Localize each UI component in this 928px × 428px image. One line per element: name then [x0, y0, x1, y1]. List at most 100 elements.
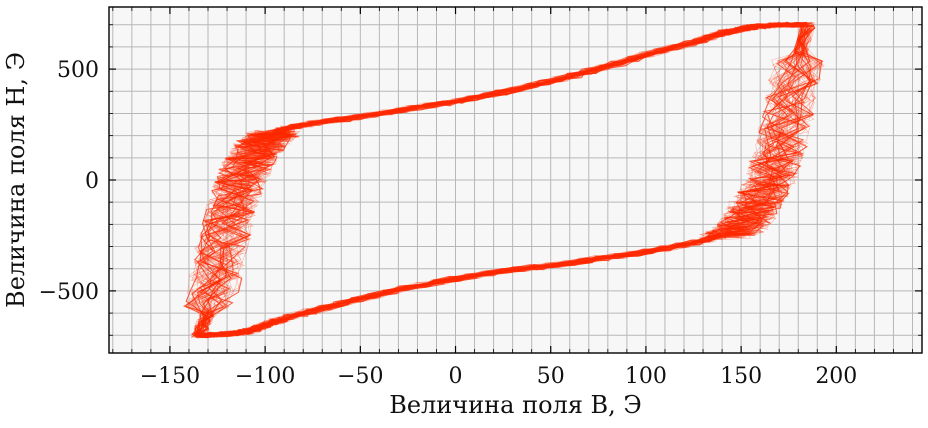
hysteresis-upper-trace [202, 27, 813, 337]
hysteresis-upper-trace [201, 28, 817, 338]
hysteresis-upper-trace [202, 29, 816, 338]
hysteresis-lower-trace [191, 23, 811, 335]
hysteresis-upper-trace [203, 27, 815, 338]
hysteresis-upper-trace [194, 26, 808, 338]
hysteresis-upper-trace [195, 25, 809, 338]
hysteresis-lower-trace [191, 22, 806, 335]
hysteresis-upper-trace [196, 27, 824, 337]
hysteresis-lower-trace [195, 22, 807, 338]
x-tick-label: −50 [337, 364, 383, 389]
hysteresis-lower-trace [196, 23, 815, 337]
hysteresis-lower-trace [193, 22, 807, 337]
y-tick-label: −500 [39, 280, 99, 305]
hysteresis-lower-trace [196, 22, 802, 338]
axis-ticks [109, 7, 922, 353]
hysteresis-upper-trace [195, 25, 806, 338]
hysteresis-lower-trace [200, 22, 809, 334]
hysteresis-lower-trace [194, 22, 808, 337]
hysteresis-upper-trace [193, 29, 815, 337]
hysteresis-lower-trace [191, 22, 807, 335]
hysteresis-upper-trace [194, 24, 820, 338]
hysteresis-upper-trace [198, 25, 813, 336]
hysteresis-upper-trace [196, 28, 816, 338]
x-tick-labels: −150 −100 −50 0 50 100 150 200 [140, 364, 858, 389]
hysteresis-lower-trace [197, 22, 805, 337]
hysteresis-lower-trace [194, 22, 815, 338]
hysteresis-upper-trace [194, 26, 812, 337]
hysteresis-lower-trace [195, 22, 813, 336]
hysteresis-upper-trace [197, 29, 821, 337]
hysteresis-lower-trace [193, 22, 806, 338]
hysteresis-upper-trace [195, 24, 812, 338]
hysteresis-lower-trace [191, 23, 806, 338]
grid [109, 7, 922, 353]
x-tick-label: −100 [235, 364, 295, 389]
hysteresis-upper-trace [202, 25, 823, 338]
hysteresis-lower-trace [196, 22, 808, 335]
y-tick-labels: −500 0 500 [39, 58, 99, 305]
x-tick-label: 200 [815, 364, 857, 389]
hysteresis-lower-trace [194, 23, 811, 333]
y-axis-title: Величина поля H, Э [2, 52, 30, 308]
hysteresis-lower-trace [187, 22, 807, 334]
hysteresis-lower-trace [196, 21, 811, 336]
x-tick-label: 0 [449, 364, 463, 389]
hysteresis-upper-trace [198, 26, 816, 338]
hysteresis-upper-trace [195, 29, 823, 338]
hysteresis-upper-trace [198, 28, 814, 338]
hysteresis-upper-trace [196, 29, 818, 337]
hysteresis-upper-trace [201, 26, 825, 338]
x-axis-title: Величина поля B, Э [389, 391, 642, 419]
hysteresis-lower-trace [186, 22, 813, 338]
y-tick-label: 0 [85, 169, 99, 194]
data-traces [183, 21, 825, 339]
hysteresis-lower-trace [189, 22, 814, 336]
hysteresis-lower-trace [193, 23, 801, 335]
hysteresis-upper-trace [198, 24, 815, 338]
hysteresis-lower-trace [198, 22, 812, 338]
hysteresis-upper-trace [203, 24, 812, 338]
hysteresis-upper-trace [196, 27, 812, 337]
hysteresis-upper-trace [198, 25, 814, 338]
hysteresis-lower-trace [198, 21, 808, 338]
hysteresis-lower-trace [188, 22, 803, 335]
hysteresis-lower-trace [193, 21, 807, 334]
hysteresis-lower-trace [190, 23, 807, 336]
hysteresis-upper-trace [196, 24, 811, 338]
hysteresis-upper-trace [195, 28, 817, 338]
hysteresis-upper-trace [192, 26, 821, 337]
hysteresis-lower-trace [189, 22, 804, 336]
hysteresis-lower-trace [192, 22, 813, 338]
hysteresis-upper-trace [194, 28, 811, 339]
hysteresis-lower-trace [193, 22, 807, 338]
hysteresis-upper-trace [195, 26, 813, 338]
hysteresis-lower-trace [196, 23, 806, 338]
hysteresis-upper-trace [200, 25, 815, 338]
y-tick-label: 500 [57, 58, 99, 83]
hysteresis-lower-trace [192, 23, 810, 334]
hysteresis-lower-trace [195, 21, 806, 334]
hysteresis-lower-trace [200, 22, 811, 338]
hysteresis-lower-trace [193, 21, 806, 338]
hysteresis-lower-trace [197, 23, 808, 334]
hysteresis-upper-trace [191, 25, 816, 336]
hysteresis-upper-trace [202, 28, 815, 338]
hysteresis-upper-trace [196, 27, 816, 338]
hysteresis-lower-trace [198, 21, 804, 334]
hysteresis-upper-trace [198, 27, 813, 338]
hysteresis-lower-trace [187, 22, 813, 338]
hysteresis-upper-trace [190, 27, 812, 338]
hysteresis-upper-trace [199, 29, 821, 339]
hysteresis-upper-trace [195, 26, 814, 338]
hysteresis-upper-trace [197, 28, 808, 338]
hysteresis-upper-trace [197, 27, 805, 337]
hysteresis-lower-trace [185, 22, 806, 335]
hysteresis-lower-trace [194, 22, 814, 333]
hysteresis-upper-trace [191, 25, 808, 339]
hysteresis-lower-trace [198, 22, 804, 336]
hysteresis-lower-trace [198, 22, 808, 334]
x-tick-label: 100 [625, 364, 667, 389]
hysteresis-upper-trace [195, 25, 812, 337]
hysteresis-lower-trace [194, 22, 805, 336]
